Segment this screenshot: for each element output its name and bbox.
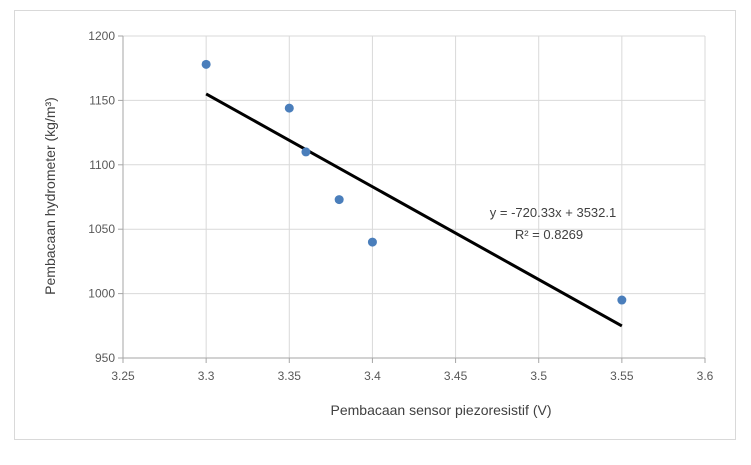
x-tick-label: 3.35 [278,369,302,383]
chart-area: 3.25 3.3 3.35 3.4 3.45 3.5 3.55 3.6 950 1000 1050 1… [14,10,736,440]
y-tick-label: 1150 [89,93,115,107]
trendline-equation: y = -720.33x + 3532.1 [490,205,616,220]
data-point [617,295,627,305]
data-point [284,103,294,113]
data-point [201,59,211,69]
y-tick-label: 950 [95,351,115,365]
data-point [301,147,311,157]
data-points [201,59,627,305]
y-tick-label: 1100 [89,158,115,172]
x-axis-title: Pembacaan sensor piezoresistif (V) [331,402,552,418]
axes [118,35,706,363]
y-tick-label: 1000 [88,287,115,301]
x-tick-label: 3.25 [111,369,135,383]
x-tick-label: 3.5 [530,369,547,383]
scatter-chart: 3.25 3.3 3.35 3.4 3.45 3.5 3.55 3.6 950 1000 1050 1… [42,29,714,418]
trendline-r2: R² = 0.8269 [515,227,583,242]
grid-lines [123,35,706,358]
data-point [367,237,377,247]
y-tick-label: 1050 [88,222,115,236]
y-tick-label: 1200 [88,29,115,43]
trendline-group [205,92,623,328]
x-tick-label: 3.55 [610,369,634,383]
y-axis-title: Pembacaan hydrometer (kg/m³) [42,97,58,295]
x-tick-label: 3.45 [444,369,468,383]
trendline [205,92,623,328]
data-point [334,195,344,205]
tick-labels: 3.25 3.3 3.35 3.4 3.45 3.5 3.55 3.6 950 1000 1050 1… [88,29,713,383]
x-tick-label: 3.3 [198,369,215,383]
x-tick-label: 3.4 [364,369,381,383]
x-tick-label: 3.6 [697,369,714,383]
